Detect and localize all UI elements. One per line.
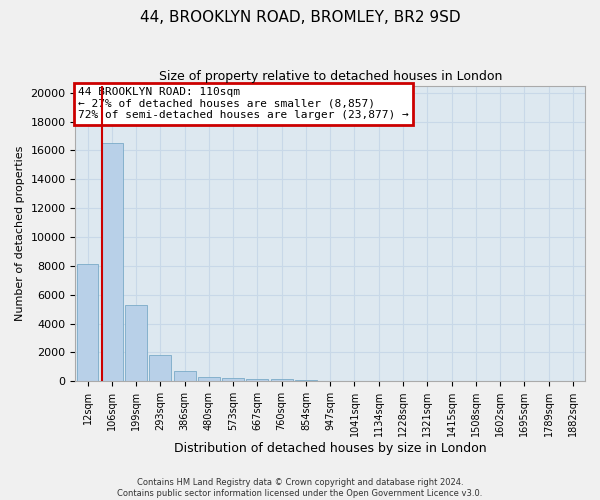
Bar (271, 380, 293, 381)
Bar (77, 264, 98, 381)
Title: Size of property relative to detached houses in London: Size of property relative to detached ho… (158, 70, 502, 83)
Bar (149, 354, 171, 381)
Bar (125, 305, 147, 381)
X-axis label: Distribution of detached houses by size in London: Distribution of detached houses by size … (174, 442, 487, 455)
Bar (295, 380, 317, 381)
Bar (247, 379, 268, 381)
Text: 44 BROOKLYN ROAD: 110sqm
← 27% of detached houses are smaller (8,857)
72% of sem: 44 BROOKLYN ROAD: 110sqm ← 27% of detach… (78, 87, 409, 120)
Bar (101, 143, 123, 381)
Y-axis label: Number of detached properties: Number of detached properties (15, 146, 25, 321)
Bar (198, 376, 220, 381)
Bar (222, 378, 244, 381)
Text: Contains HM Land Registry data © Crown copyright and database right 2024.
Contai: Contains HM Land Registry data © Crown c… (118, 478, 482, 498)
Text: 44, BROOKLYN ROAD, BROMLEY, BR2 9SD: 44, BROOKLYN ROAD, BROMLEY, BR2 9SD (140, 10, 460, 25)
Bar (173, 371, 196, 381)
